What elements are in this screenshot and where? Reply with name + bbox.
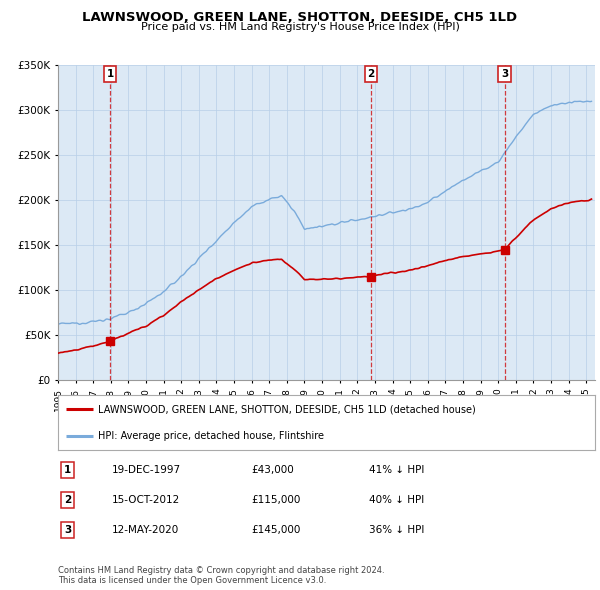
- Text: HPI: Average price, detached house, Flintshire: HPI: Average price, detached house, Flin…: [98, 431, 324, 441]
- Text: 41% ↓ HPI: 41% ↓ HPI: [370, 466, 425, 476]
- Text: £43,000: £43,000: [251, 466, 294, 476]
- Text: Price paid vs. HM Land Registry's House Price Index (HPI): Price paid vs. HM Land Registry's House …: [140, 22, 460, 32]
- Text: 15-OCT-2012: 15-OCT-2012: [112, 495, 180, 505]
- Text: 19-DEC-1997: 19-DEC-1997: [112, 466, 181, 476]
- Text: 2: 2: [64, 495, 71, 505]
- Text: 12-MAY-2020: 12-MAY-2020: [112, 525, 179, 535]
- Text: LAWNSWOOD, GREEN LANE, SHOTTON, DEESIDE, CH5 1LD: LAWNSWOOD, GREEN LANE, SHOTTON, DEESIDE,…: [82, 11, 518, 24]
- Text: 1: 1: [106, 69, 114, 79]
- Text: £145,000: £145,000: [251, 525, 301, 535]
- Text: 3: 3: [501, 69, 508, 79]
- Text: LAWNSWOOD, GREEN LANE, SHOTTON, DEESIDE, CH5 1LD (detached house): LAWNSWOOD, GREEN LANE, SHOTTON, DEESIDE,…: [98, 404, 476, 414]
- Text: 1: 1: [64, 466, 71, 476]
- Text: Contains HM Land Registry data © Crown copyright and database right 2024.
This d: Contains HM Land Registry data © Crown c…: [58, 566, 385, 585]
- Text: £115,000: £115,000: [251, 495, 301, 505]
- Text: 36% ↓ HPI: 36% ↓ HPI: [370, 525, 425, 535]
- Text: 2: 2: [368, 69, 375, 79]
- Text: 3: 3: [64, 525, 71, 535]
- Text: 40% ↓ HPI: 40% ↓ HPI: [370, 495, 425, 505]
